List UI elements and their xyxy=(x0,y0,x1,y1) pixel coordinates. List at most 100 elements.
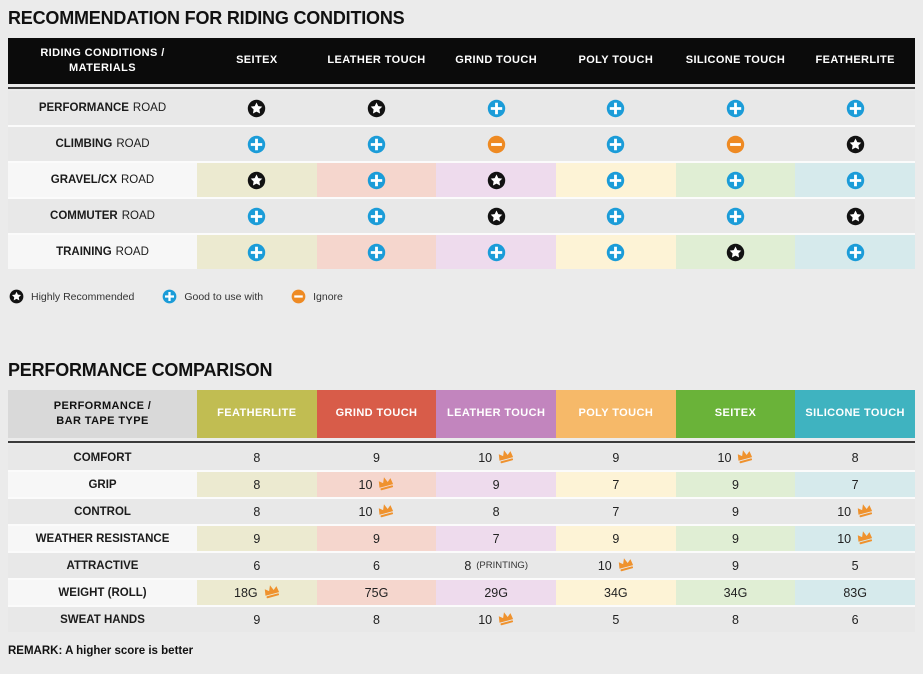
row-label: TRAINING ROAD xyxy=(8,235,197,269)
legend-item: Ignore xyxy=(291,289,343,304)
plus-icon xyxy=(846,243,865,262)
score-cell: 5 xyxy=(556,607,676,632)
star-icon xyxy=(487,171,506,190)
score-cell: 8 xyxy=(197,472,317,497)
row-label: COMMUTER ROAD xyxy=(50,210,155,222)
row-label: GRAVEL/CX ROAD xyxy=(8,163,197,197)
score-cell: 10 xyxy=(676,445,796,470)
score-cell: 7 xyxy=(436,526,556,551)
score-value: 34G xyxy=(604,585,628,600)
row-label: COMFORT xyxy=(73,451,132,464)
recommendation-cell xyxy=(795,127,915,161)
column-header: SEITEX xyxy=(675,390,796,438)
column-header: SILICONE TOUCH xyxy=(685,54,786,67)
recommendation-cell xyxy=(197,163,317,197)
column-header: LEATHER TOUCH xyxy=(436,390,556,438)
score-value: 83G xyxy=(843,585,867,600)
recommendation-cell xyxy=(676,127,796,161)
plus-icon xyxy=(846,171,865,190)
riding-conditions-body: PERFORMANCE ROAD CLIMBING ROAD GRAVEL/CX ROAD… xyxy=(8,91,915,269)
score-value: 9 xyxy=(732,504,739,519)
score-value: 10 xyxy=(358,477,373,492)
score-value: 10 xyxy=(478,612,493,627)
score-value: 9 xyxy=(492,477,500,492)
score-cell: 5 xyxy=(795,553,915,578)
recommendation-cell xyxy=(197,235,317,269)
score-value: 5 xyxy=(851,558,859,573)
crown-icon xyxy=(856,530,873,544)
recommendation-cell xyxy=(436,127,556,161)
corner-header-riding-conditions: RIDING CONDITIONS / MATERIALS xyxy=(8,38,197,84)
star-icon xyxy=(846,207,865,226)
score-value: 10 xyxy=(358,504,373,519)
crown-icon xyxy=(497,449,514,463)
recommendation-cell xyxy=(197,91,317,125)
table-row: WEATHER RESISTANCE 9 9 7 9 9 10 xyxy=(8,526,915,551)
score-value: 10 xyxy=(597,558,612,573)
recommendation-cell xyxy=(675,163,796,197)
plus-icon xyxy=(606,135,625,154)
plus-icon xyxy=(487,243,506,262)
score-value: 8 xyxy=(373,612,380,627)
recommendation-cell xyxy=(556,91,676,125)
score-cell: 9 xyxy=(676,553,796,578)
plus-icon xyxy=(606,243,625,262)
recommendation-cell xyxy=(795,235,915,269)
crown-icon xyxy=(617,557,634,571)
score-cell: 8 xyxy=(197,499,317,524)
table-row: COMFORT 8 9 10 9 10 8 xyxy=(8,445,915,470)
score-cell: 10 xyxy=(436,445,556,470)
score-cell: 83G xyxy=(795,580,915,605)
corner-header-line2: BAR TAPE TYPE xyxy=(56,415,149,427)
score-cell: 9 xyxy=(197,607,317,632)
recommendation-cell xyxy=(317,199,437,233)
score-cell: 34G xyxy=(675,580,796,605)
header-divider xyxy=(8,441,915,443)
score-cell: 10 xyxy=(556,553,676,578)
plus-icon xyxy=(367,207,386,226)
plus-icon xyxy=(726,171,745,190)
row-label: SWEAT HANDS xyxy=(60,613,145,626)
score-cell: 18G xyxy=(197,580,317,605)
score-cell: 7 xyxy=(555,472,676,497)
recommendation-cell xyxy=(197,199,317,233)
score-cell: 6 xyxy=(317,553,437,578)
recommendation-cell xyxy=(317,91,437,125)
table-row: GRIP 8 10 9 7 9 7 xyxy=(8,472,915,497)
column-header: POLY TOUCH xyxy=(555,390,676,438)
recommendation-cell xyxy=(197,127,317,161)
row-label: WEIGHT (ROLL) xyxy=(8,580,197,605)
score-value: 29G xyxy=(484,585,508,600)
score-cell: 9 xyxy=(197,526,317,551)
legend-item: Good to use with xyxy=(162,289,263,304)
score-value: 8 xyxy=(253,504,261,519)
score-cell: 9 xyxy=(316,526,437,551)
recommendation-cell xyxy=(317,127,437,161)
recommendation-cell xyxy=(676,199,796,233)
score-value: 9 xyxy=(732,477,739,492)
recommendation-cell xyxy=(676,91,796,125)
score-value: 8 xyxy=(492,504,500,519)
recommendation-cell xyxy=(436,199,556,233)
column-header: POLY TOUCH xyxy=(578,54,654,67)
score-value: 8 xyxy=(732,612,739,627)
score-cell: 29G xyxy=(436,580,556,605)
plus-icon xyxy=(367,243,386,262)
legend-item: Highly Recommended xyxy=(9,289,134,304)
corner-header-line2: MATERIALS xyxy=(69,62,136,74)
crown-icon xyxy=(377,503,394,517)
score-value: 75G xyxy=(364,585,389,600)
score-cell: 9 xyxy=(317,445,437,470)
score-value: 6 xyxy=(373,558,380,573)
table-row: WEIGHT (ROLL) 18G 75G 29G 34G 34G 83G xyxy=(8,580,915,605)
recommendation-cell xyxy=(795,199,915,233)
star-icon xyxy=(247,171,266,190)
recommendation-cell xyxy=(795,163,915,197)
score-value: 9 xyxy=(253,531,261,546)
star-icon xyxy=(247,99,266,118)
recommendation-cell xyxy=(316,235,437,269)
crown-icon xyxy=(263,584,280,598)
crown-icon xyxy=(736,449,753,463)
section-title-performance-comparison: PERFORMANCE COMPARISON xyxy=(8,360,273,380)
table-row: ATTRACTIVE 6 6 8 (PRINTING) 10 9 5 xyxy=(8,553,915,578)
